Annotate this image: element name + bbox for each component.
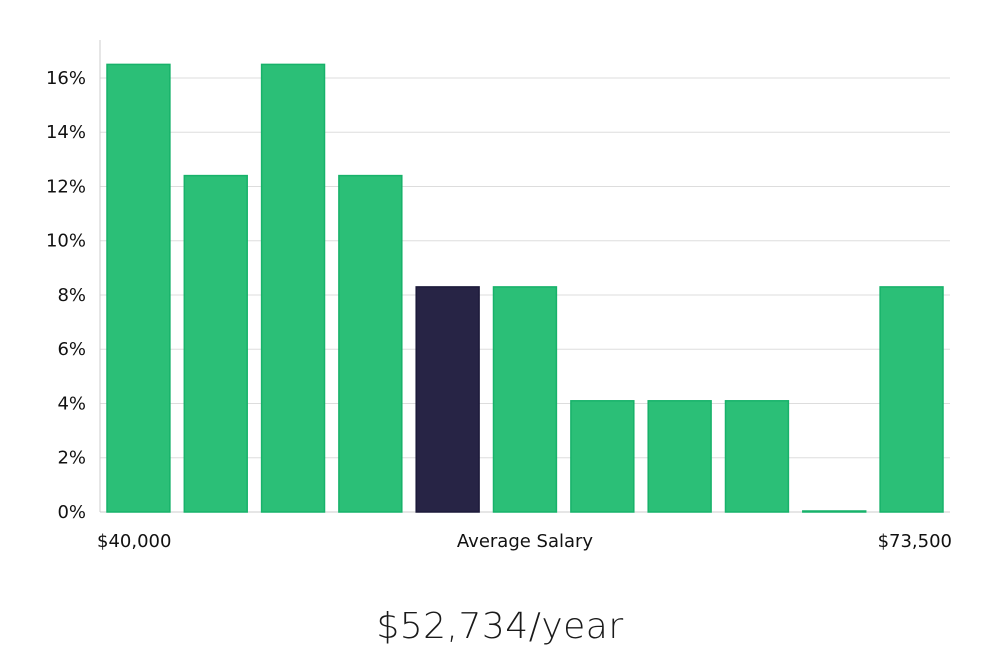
- bar: [492, 286, 558, 513]
- average-salary-value: $52,734/year: [376, 606, 624, 647]
- bar: [183, 174, 248, 513]
- bar: [647, 400, 712, 513]
- y-tick-label: 12%: [46, 176, 86, 197]
- y-tick-label: 0%: [57, 502, 86, 523]
- bar: [724, 400, 790, 513]
- bars: [106, 63, 944, 513]
- y-tick-label: 16%: [46, 68, 86, 89]
- y-tick-label: 4%: [57, 393, 86, 414]
- bar: [260, 63, 326, 513]
- bar-highlight: [415, 286, 480, 513]
- y-tick-label: 8%: [57, 285, 86, 306]
- x-axis-label: Average Salary: [457, 531, 594, 552]
- y-tick-label: 2%: [57, 448, 86, 469]
- bar: [338, 174, 403, 513]
- y-tick-label: 6%: [57, 339, 86, 360]
- x-max-label: $73,500: [878, 531, 952, 552]
- bar: [106, 63, 171, 513]
- bar: [879, 286, 944, 513]
- bar: [570, 400, 635, 513]
- salary-histogram: 0% 2% 4% 6% 8% 10% 12% 14% 16% $40,000 Average S…: [46, 40, 952, 552]
- x-min-label: $40,000: [97, 531, 171, 552]
- y-tick-label: 14%: [46, 122, 86, 143]
- bar: [802, 510, 867, 513]
- y-tick-label: 10%: [46, 231, 86, 252]
- y-tick-labels: 0% 2% 4% 6% 8% 10% 12% 14% 16%: [46, 68, 86, 523]
